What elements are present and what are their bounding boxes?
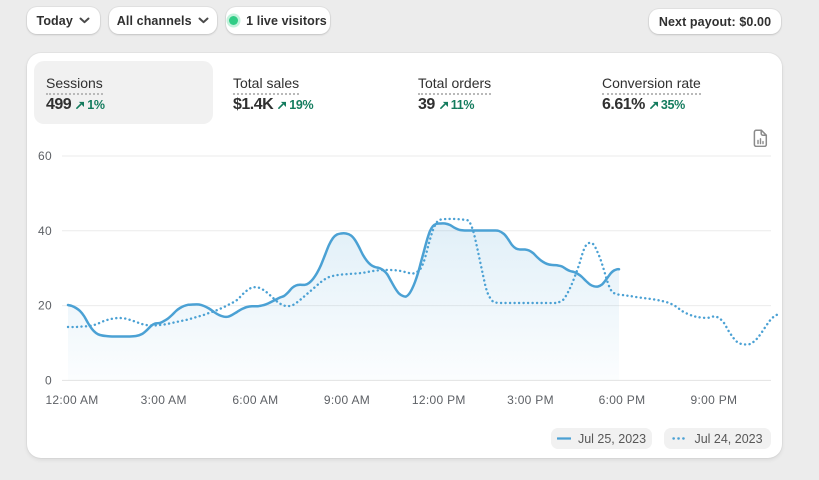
svg-text:40: 40	[38, 224, 52, 238]
svg-text:9:00 AM: 9:00 AM	[324, 393, 370, 407]
svg-text:9:00 PM: 9:00 PM	[691, 393, 738, 407]
svg-text:20: 20	[38, 299, 52, 313]
svg-text:6:00 PM: 6:00 PM	[599, 393, 646, 407]
svg-text:0: 0	[45, 373, 52, 387]
svg-text:60: 60	[38, 149, 52, 163]
svg-text:12:00 AM: 12:00 AM	[45, 393, 98, 407]
svg-text:3:00 AM: 3:00 AM	[141, 393, 187, 407]
svg-text:3:00 PM: 3:00 PM	[507, 393, 554, 407]
svg-text:12:00 PM: 12:00 PM	[412, 393, 466, 407]
svg-text:6:00 AM: 6:00 AM	[232, 393, 278, 407]
